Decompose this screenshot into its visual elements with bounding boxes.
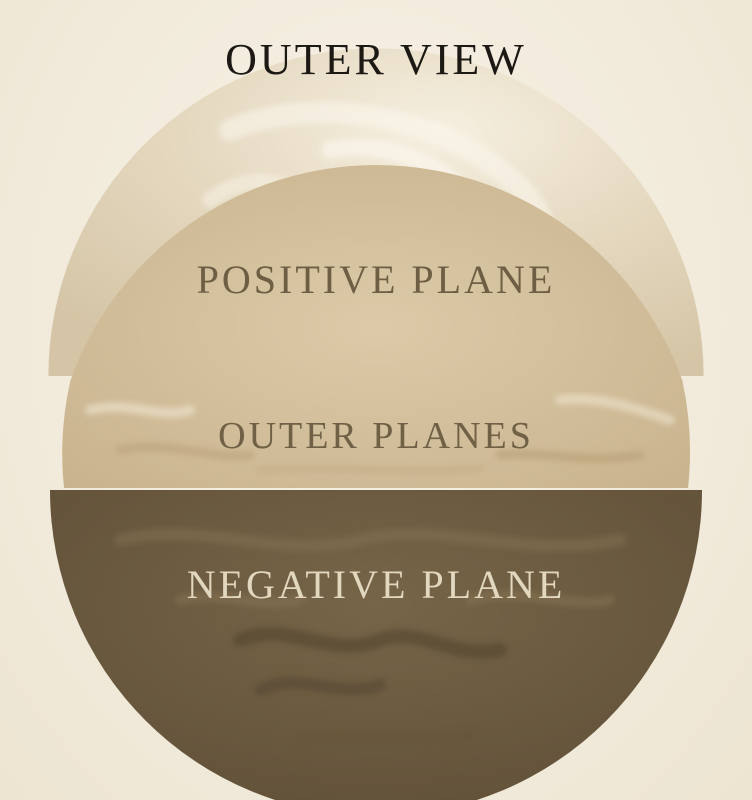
negative-plane-bowl xyxy=(50,490,702,800)
positive-plane-label: POSITIVE PLANE xyxy=(196,257,556,302)
negative-plane-texture xyxy=(114,528,626,746)
outer-planes-texture xyxy=(85,394,675,475)
diagram-title: OUTER VIEW xyxy=(225,35,527,84)
outer-planes-shape xyxy=(62,165,691,488)
negative-plane-label: NEGATIVE PLANE xyxy=(186,562,566,607)
outer-planes-band xyxy=(62,165,691,488)
outer-planes-label: OUTER PLANES xyxy=(218,415,534,457)
